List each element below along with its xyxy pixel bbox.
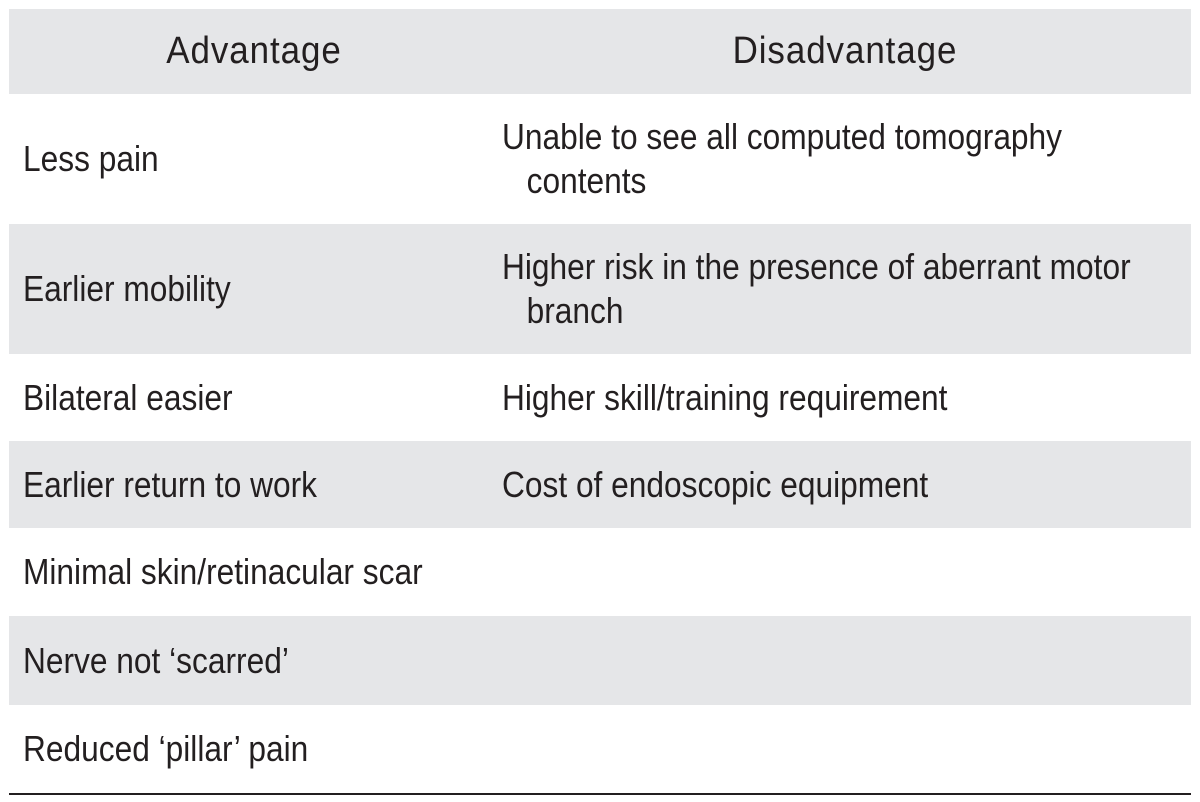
table-bottom-rule [9,793,1191,795]
table-row: Nerve not ‘scarred’ [9,616,1191,705]
advantage-cell: Minimal skin/retinacular scar [9,550,488,594]
advantage-text: Nerve not ‘scarred’ [23,639,289,681]
table-row: Minimal skin/retinacular scar [9,528,1191,616]
disadvantage-text: Higher risk in the presence of aberrant … [502,246,1131,287]
comparison-table: Advantage Disadvantage Less pain Unable … [9,9,1191,793]
table-row: Less pain Unable to see all computed tom… [9,94,1191,224]
disadvantage-text-continued: contents [526,160,647,201]
disadvantage-cell: Cost of endoscopic equipment [488,463,1178,507]
table-row: Earlier mobility Higher risk in the pres… [9,224,1191,354]
advantage-text: Less pain [23,138,159,179]
disadvantage-text: Cost of endoscopic equipment [502,463,929,505]
advantage-cell: Earlier return to work [9,463,488,507]
advantage-text: Reduced ‘pillar’ pain [23,728,309,769]
advantage-cell: Earlier mobility [9,267,488,311]
advantage-cell: Reduced ‘pillar’ pain [9,727,488,771]
disadvantage-cell: Higher risk in the presence of aberrant … [488,245,1178,333]
disadvantage-text: Unable to see all computed tomography [502,116,1063,157]
advantage-text: Earlier return to work [23,463,318,505]
table-header-row: Advantage Disadvantage [9,9,1191,94]
advantage-text: Earlier mobility [23,268,231,309]
disadvantage-cell: Unable to see all computed tomography co… [488,115,1178,203]
advantage-text: Bilateral easier [23,376,233,418]
table-row: Reduced ‘pillar’ pain [9,705,1191,793]
advantage-cell: Bilateral easier [9,376,488,420]
advantage-cell: Less pain [9,137,488,181]
advantage-cell: Nerve not ‘scarred’ [9,639,488,683]
advantage-text: Minimal skin/retinacular scar [23,551,423,592]
header-advantage: Advantage [166,30,342,72]
disadvantage-cell: Higher skill/training requirement [488,376,1178,420]
disadvantage-text-continued: branch [526,290,624,331]
table-row: Bilateral easier Higher skill/training r… [9,354,1191,441]
disadvantage-text: Higher skill/training requirement [502,376,948,418]
header-disadvantage: Disadvantage [732,30,958,72]
table-row: Earlier return to work Cost of endoscopi… [9,441,1191,528]
